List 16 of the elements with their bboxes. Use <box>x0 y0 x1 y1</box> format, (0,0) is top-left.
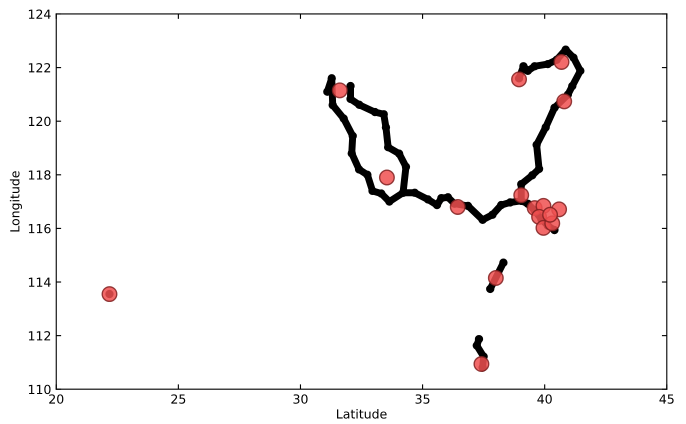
y-tick-label: 120 <box>28 116 51 126</box>
x-tick-label: 30 <box>293 394 308 404</box>
x-tick-label: 35 <box>416 394 430 404</box>
y-tick-label: 122 <box>28 63 50 72</box>
y-tick-label: 118 <box>28 170 51 180</box>
x-tick-label: 45 <box>659 394 674 404</box>
y-tick-label: 112 <box>28 331 50 340</box>
y-tick-label: 110 <box>28 384 51 394</box>
y-tick-label: 124 <box>28 9 51 19</box>
y-axis-title: Longitude <box>10 171 22 232</box>
x-tick-label: 40 <box>537 394 552 404</box>
x-tick-label: 20 <box>49 394 64 404</box>
x-axis-title: Latitude <box>337 408 387 419</box>
x-tick-label: 25 <box>171 394 186 404</box>
y-tick-label: 116 <box>28 224 51 234</box>
y-tick-label: 114 <box>28 278 51 287</box>
